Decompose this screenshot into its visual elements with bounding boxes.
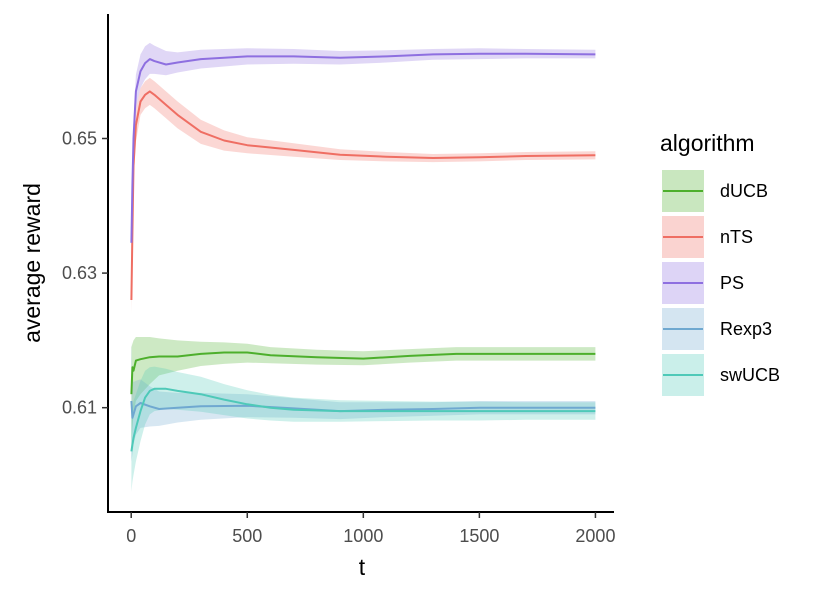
legend-label-rexp3: Rexp3	[720, 319, 772, 339]
line-ducb	[130, 351, 596, 395]
legend-label-swucb: swUCB	[720, 365, 780, 385]
x-tick-label: 1000	[343, 526, 383, 546]
series-lines	[130, 52, 596, 452]
legend-item-swucb: swUCB	[662, 354, 780, 396]
band-rexp3	[131, 340, 596, 462]
legend-item-ps: PS	[662, 262, 744, 304]
legend-items: dUCB nTS PS Rexp3 swUCB	[662, 170, 780, 396]
x-axis-title: t	[359, 554, 366, 580]
x-tick-label: 500	[232, 526, 262, 546]
legend-label-ps: PS	[720, 273, 744, 293]
y-axis-title: average reward	[19, 183, 45, 343]
x-tick-label: 2000	[575, 526, 615, 546]
legend: algorithm dUCB nTS PS Rexp3 swUCB	[660, 130, 780, 396]
legend-label-nts: nTS	[720, 227, 753, 247]
x-tick-label: 0	[126, 526, 136, 546]
line-rexp3	[130, 400, 596, 419]
legend-item-ducb: dUCB	[662, 170, 768, 212]
line-swucb	[130, 387, 596, 452]
y-tick-label: 0.65	[62, 129, 97, 149]
line-nts	[130, 90, 596, 301]
x-tick-label: 1500	[459, 526, 499, 546]
band-nts	[131, 77, 596, 314]
y-axis-ticks: 0.61 0.63 0.65	[62, 129, 108, 418]
confidence-bands	[131, 42, 596, 492]
legend-item-nts: nTS	[662, 216, 753, 258]
y-tick-label: 0.63	[62, 263, 97, 283]
y-tick-label: 0.61	[62, 398, 97, 418]
x-axis-ticks: 0 500 1000 1500 2000	[126, 512, 615, 546]
band-ps	[131, 42, 596, 257]
legend-label-ducb: dUCB	[720, 181, 768, 201]
legend-title: algorithm	[660, 130, 755, 156]
legend-item-rexp3: Rexp3	[662, 308, 772, 350]
line-ps	[130, 52, 596, 243]
band-swucb	[131, 366, 596, 492]
